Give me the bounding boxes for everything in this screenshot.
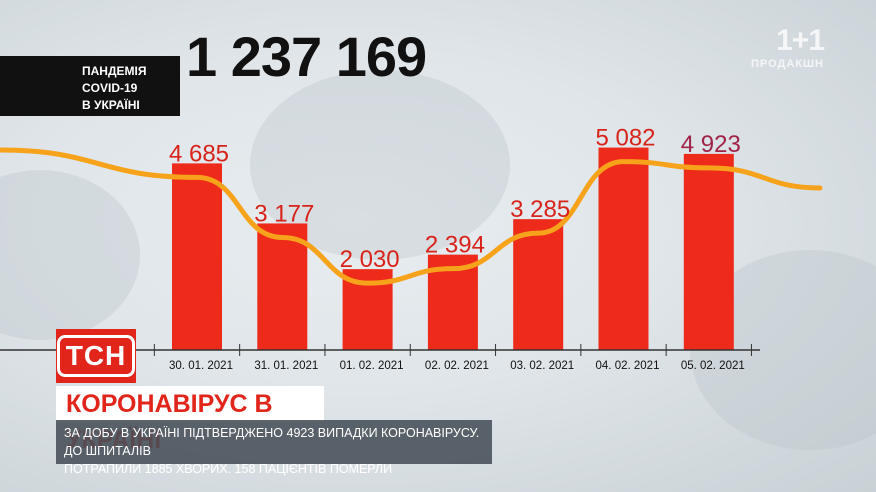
total-cases-number: 1 237 169 — [186, 25, 427, 88]
headline: КОРОНАВІРУС В УКРАЇНІ — [56, 386, 324, 454]
bar — [513, 219, 564, 350]
news-ticker: ЗА ДОБУ В УКРАЇНІ ПІДТВЕРДЖЕНО 4923 ВИПА… — [56, 420, 492, 476]
label-line: COVID-19 — [82, 81, 138, 95]
label-line: В УКРАЇНІ — [82, 98, 140, 112]
bar-value-label: 5 082 — [595, 125, 655, 152]
tsn-logo-text: ТСН — [56, 335, 136, 377]
x-tick-label: 03. 02. 2021 — [510, 360, 574, 372]
bar — [683, 153, 734, 350]
tsn-logo: ТСН — [56, 329, 136, 383]
bar-value-label: 4 923 — [681, 131, 741, 158]
label-line: ПАНДЕМІЯ — [82, 64, 147, 78]
x-tick-label: 02. 02. 2021 — [425, 360, 489, 372]
bar-value-label: 3 285 — [510, 196, 570, 223]
pandemic-label-box: ПАНДЕМІЯ COVID-19 В УКРАЇНІ — [0, 56, 180, 116]
channel-logo: 1+1 — [776, 24, 825, 57]
x-tick-label: 04. 02. 2021 — [596, 360, 660, 372]
ticker-line: ПОТРАПИЛИ 1885 ХВОРИХ. 158 ПАЦІЄНТІВ ПОМ… — [64, 462, 393, 476]
x-tick-label: 05. 02. 2021 — [681, 360, 745, 372]
x-tick-label: 31. 01. 2021 — [254, 360, 318, 372]
bar-value-label: 2 030 — [340, 246, 400, 273]
bar — [257, 223, 308, 350]
bar — [598, 147, 649, 350]
bar — [172, 163, 222, 350]
bar-value-label: 2 394 — [425, 232, 485, 259]
bar-value-label: 4 685 — [169, 140, 229, 167]
trend-line — [0, 147, 823, 286]
x-tick-label: 30. 01. 2021 — [169, 360, 233, 372]
bar-value-label: 3 177 — [254, 200, 314, 227]
channel-logo-sub: ПРОДАКШН — [750, 58, 824, 70]
ticker-line: ЗА ДОБУ В УКРАЇНІ ПІДТВЕРДЖЕНО 4923 ВИПА… — [64, 426, 480, 458]
x-tick-label: 01. 02. 2021 — [340, 360, 404, 372]
